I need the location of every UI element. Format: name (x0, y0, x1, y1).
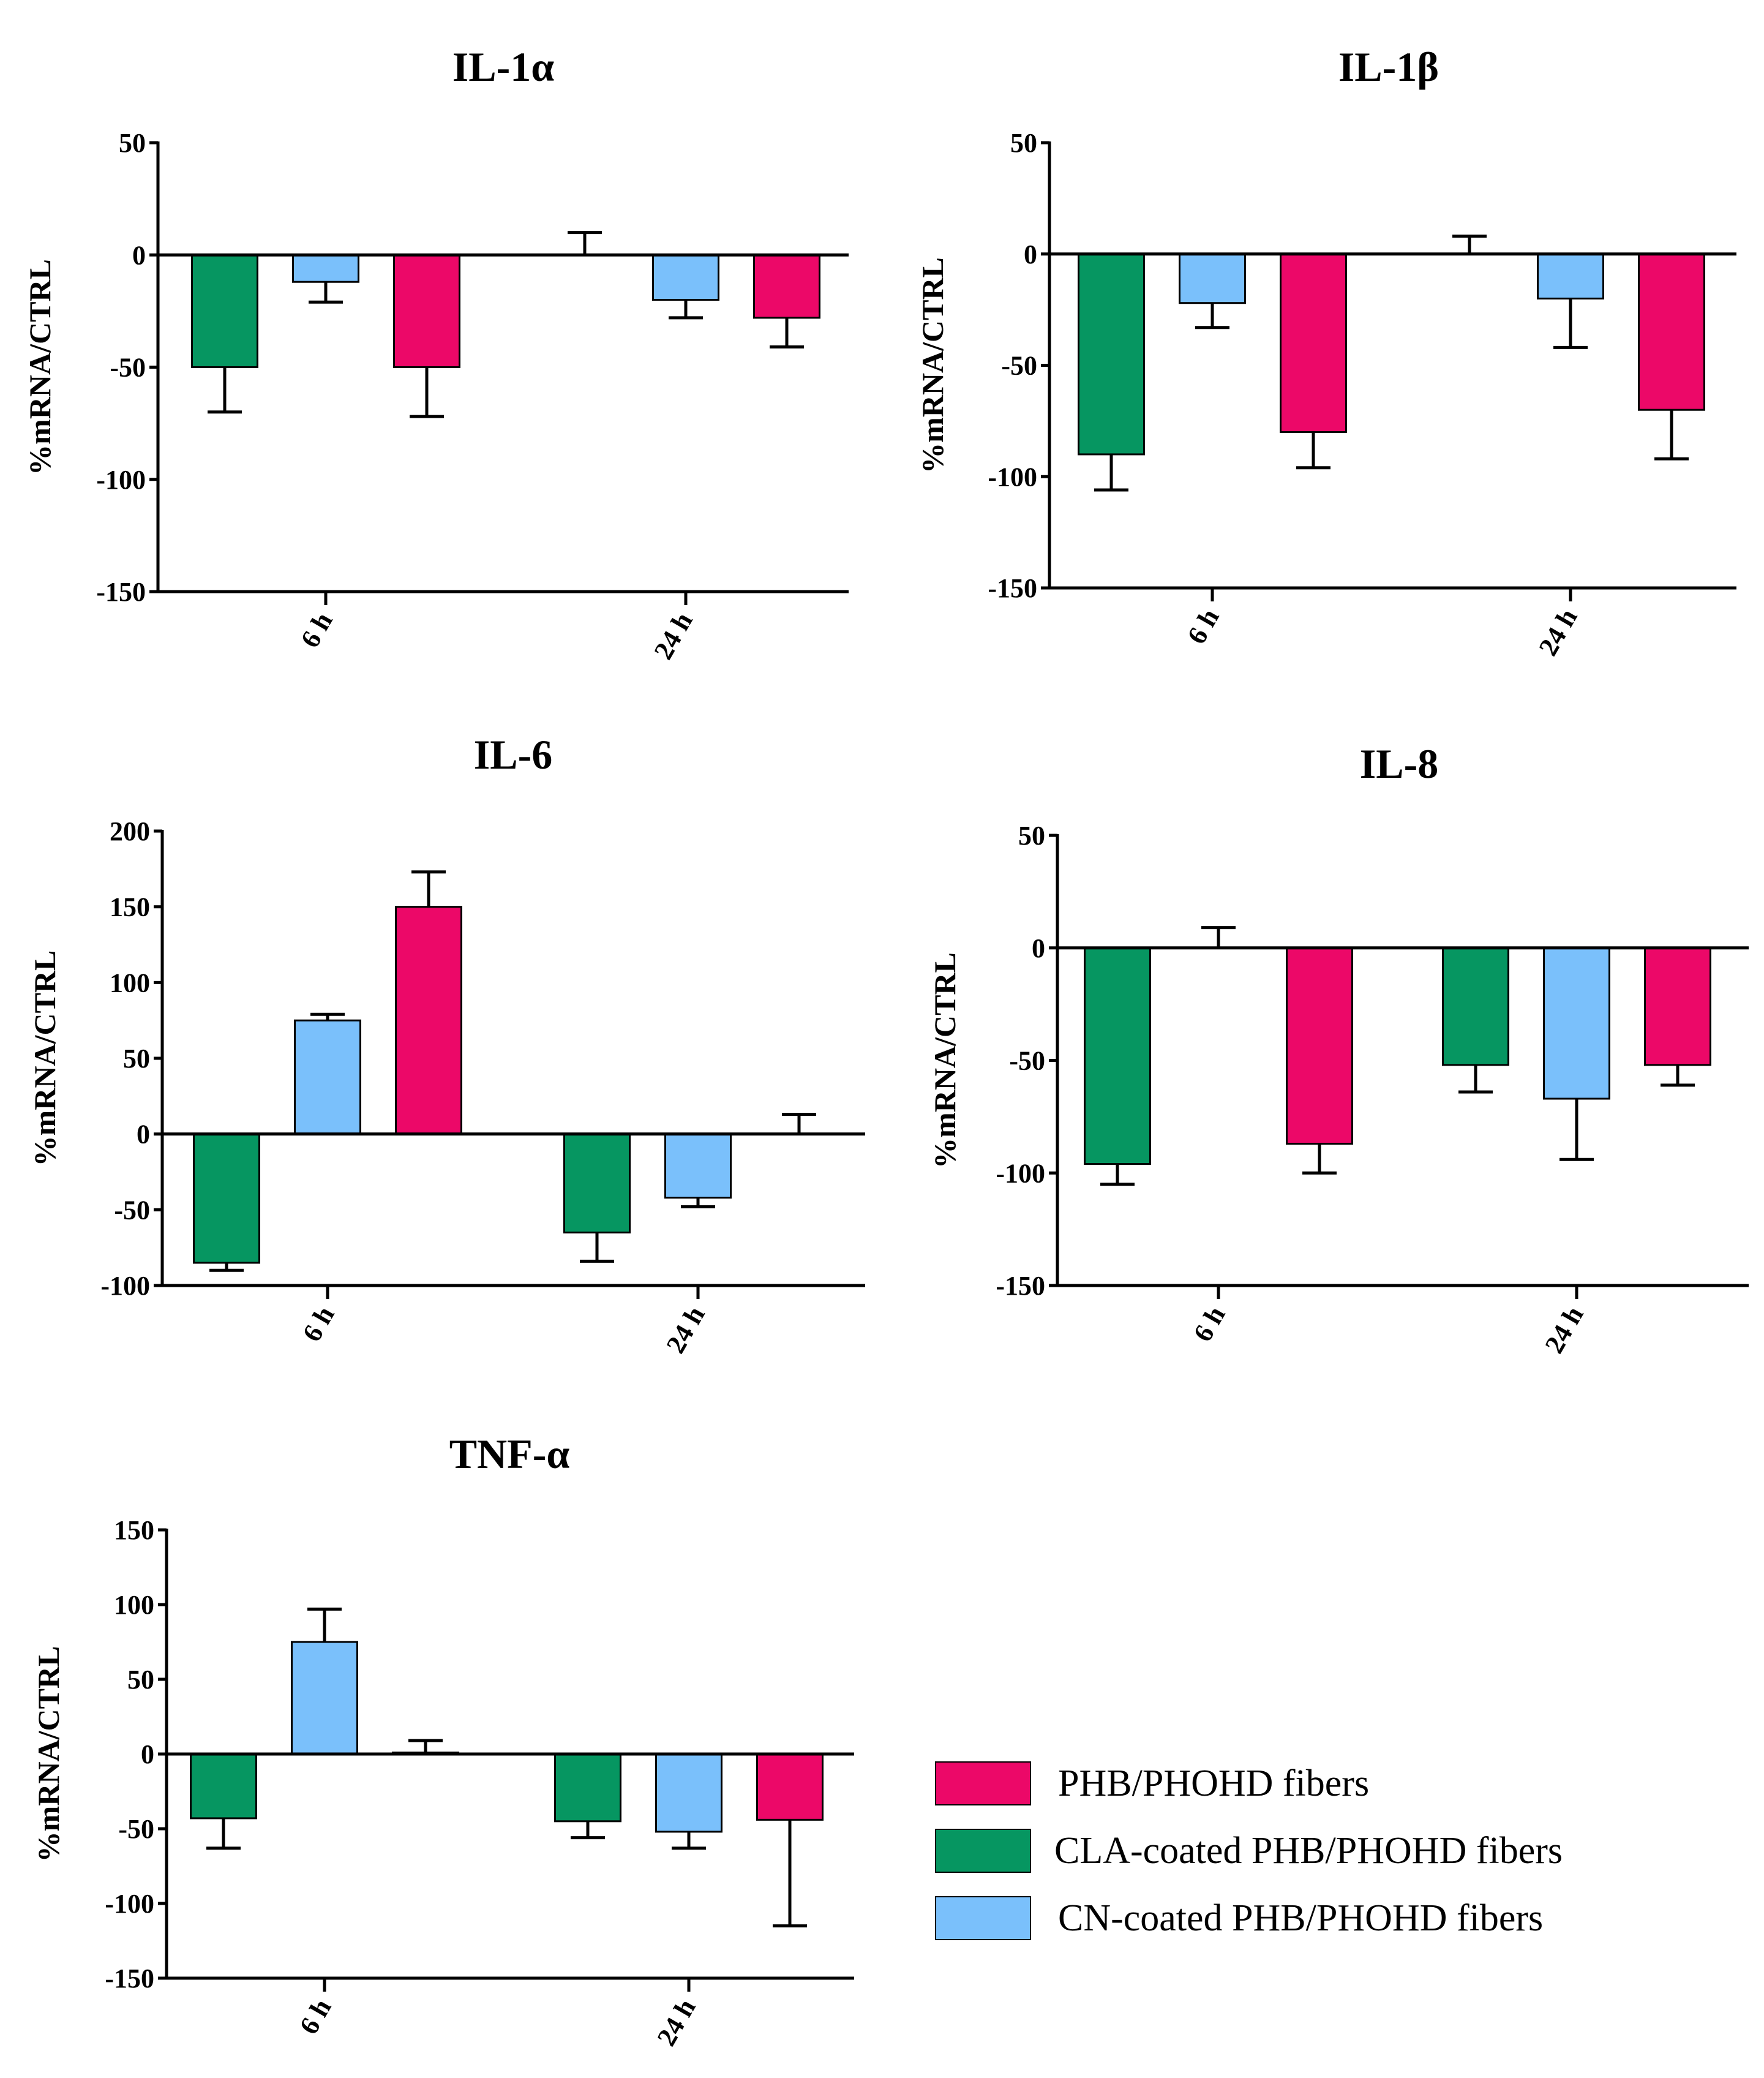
bar-phb-0 (395, 906, 462, 1135)
y-axis-label: %mRNA/CTRL (28, 951, 62, 1167)
y-tick-label: -50 (110, 353, 146, 383)
y-tick-label: -50 (114, 1195, 150, 1225)
y-tick-label: 0 (132, 240, 146, 270)
plot-area: 200 150 100 50 0 -50 -100 6 h 24 h (100, 816, 865, 1358)
x-tick-label: 24 h (1539, 1301, 1589, 1358)
chart-panel-il6: IL-6 %mRNA/CTRL 200 150 100 50 0 -50 -100 6 h 24… (28, 731, 865, 1358)
bar-cla-0 (190, 1753, 257, 1820)
x-tick-label: 6 h (295, 608, 338, 653)
y-tick-label: -100 (96, 465, 146, 495)
y-axis-label: %mRNA/CTRL (31, 1646, 66, 1862)
y-tick-label: 150 (114, 1515, 154, 1545)
y-tick-label: -150 (105, 1963, 154, 1993)
bar-cla-0 (1084, 947, 1151, 1165)
y-tick-label: 100 (114, 1590, 154, 1620)
y-tick-label: 50 (1010, 128, 1037, 158)
bar-cla-1 (1442, 947, 1509, 1066)
bar-cla-1 (554, 1753, 621, 1823)
bar-phb-0 (393, 254, 460, 368)
y-tick-label: 50 (127, 1665, 154, 1695)
chart-panel-tnfa: TNF-α %mRNA/CTRL 150 100 50 0 -50 -100 -150 6 h… (31, 1431, 854, 2051)
plot-area: 50 0 -50 -100 -150 6 h 24 h (988, 128, 1736, 661)
chart-title: IL-1β (1338, 43, 1439, 90)
x-tick-label: 24 h (651, 1994, 701, 2051)
plot-area: 50 0 -50 -100 -150 6 h 24 h (996, 821, 1749, 1358)
y-axis-label: %mRNA/CTRL (23, 259, 57, 475)
bar-phb-0 (1280, 253, 1347, 434)
bar-cla-1 (563, 1133, 631, 1233)
bar-cn-0 (294, 1019, 361, 1135)
legend: PHB/PHOHD fibers CLA-coated PHB/PHOHD fi… (935, 1761, 1563, 1940)
bar-cla-0 (193, 1133, 260, 1264)
bar-phb-1 (753, 254, 820, 319)
chart-title: TNF-α (449, 1431, 570, 1477)
y-tick-label: -150 (96, 577, 146, 607)
y-tick-label: -50 (118, 1814, 154, 1844)
x-tick-label: 24 h (1533, 604, 1583, 661)
bar-cn-1 (1543, 947, 1610, 1100)
legend-label-phb: PHB/PHOHD fibers (1058, 1763, 1369, 1804)
chart-title: IL-8 (1360, 740, 1438, 787)
bar-cn-1 (1537, 253, 1604, 299)
y-tick-label: -50 (1001, 351, 1037, 381)
bar-cla-0 (191, 254, 258, 368)
bar-phb-1 (1638, 253, 1705, 411)
y-tick-label: -150 (996, 1271, 1045, 1301)
y-tick-label: -100 (105, 1889, 154, 1919)
y-tick-label: 100 (110, 968, 150, 998)
y-tick-label: 0 (1032, 933, 1045, 963)
x-tick-label: 6 h (296, 1301, 340, 1347)
bar-cn-1 (664, 1133, 732, 1199)
bar-cla-0 (1078, 253, 1145, 456)
legend-label-cla: CLA-coated PHB/PHOHD fibers (1054, 1830, 1563, 1872)
y-tick-label: -100 (996, 1158, 1045, 1188)
x-tick-label: 24 h (660, 1301, 710, 1358)
x-tick-label: 6 h (293, 1994, 337, 2039)
y-tick-label: -100 (988, 462, 1037, 492)
chart-panel-il1b: IL-1β %mRNA/CTRL 50 0 -50 -100 -150 6 h 24 h (915, 43, 1736, 661)
chart-panel-il1a: IL-1α %mRNA/CTRL 50 0 -50 -100 -150 6 h 24 h (23, 43, 849, 664)
y-tick-label: 0 (1024, 239, 1037, 269)
y-tick-label: 150 (110, 892, 150, 922)
x-tick-label: 24 h (648, 608, 698, 664)
bar-cn-0 (292, 254, 359, 283)
bar-phb-1 (1644, 947, 1711, 1066)
legend-swatch-cla (935, 1829, 1031, 1873)
y-tick-label: 0 (141, 1739, 154, 1769)
legend-swatch-cn (935, 1896, 1031, 1940)
bar-cn-0 (1179, 253, 1246, 304)
bar-phb-0 (1286, 947, 1353, 1145)
bar-phb-1 (756, 1753, 824, 1821)
y-tick-label: 50 (119, 128, 146, 158)
y-tick-label: 50 (1018, 821, 1045, 851)
bar-cn-1 (652, 254, 719, 301)
chart-title: IL-1α (452, 43, 554, 90)
y-tick-label: 0 (137, 1120, 150, 1150)
plot-area: 150 100 50 0 -50 -100 -150 6 h 24 h (105, 1515, 854, 2051)
chart-title: IL-6 (474, 731, 552, 778)
y-tick-label: -100 (100, 1271, 150, 1301)
bar-cn-0 (291, 1641, 358, 1755)
legend-swatch-phb (935, 1761, 1031, 1805)
chart-panel-il8: IL-8 %mRNA/CTRL 50 0 -50 -100 -150 6 h 24 h (928, 740, 1749, 1358)
y-tick-label: 50 (123, 1044, 150, 1074)
legend-label-cn: CN-coated PHB/PHOHD fibers (1058, 1897, 1543, 1939)
y-tick-label: -150 (988, 573, 1037, 603)
y-axis-label: %mRNA/CTRL (928, 952, 962, 1169)
plot-area: 50 0 -50 -100 -150 6 h 24 h (96, 128, 849, 664)
y-axis-label: %mRNA/CTRL (915, 257, 950, 473)
bar-cn-1 (655, 1753, 722, 1833)
x-tick-label: 6 h (1187, 1301, 1231, 1347)
y-tick-label: -50 (1009, 1046, 1045, 1076)
x-tick-label: 6 h (1181, 604, 1225, 649)
y-tick-label: 200 (110, 816, 150, 846)
